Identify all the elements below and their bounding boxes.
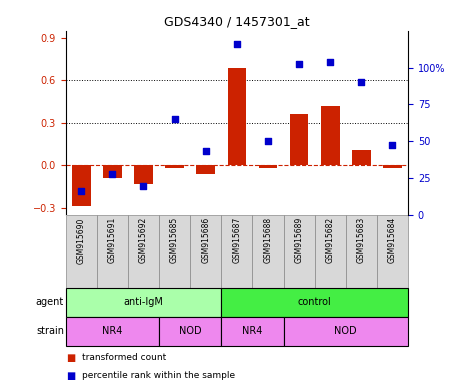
Text: GSM915682: GSM915682	[325, 217, 335, 263]
Point	[326, 59, 334, 65]
Bar	[159, 215, 190, 288]
Text: transformed count: transformed count	[82, 353, 166, 362]
Text: GSM915685: GSM915685	[170, 217, 179, 263]
Text: agent: agent	[36, 297, 64, 308]
Text: percentile rank within the sample: percentile rank within the sample	[82, 371, 235, 379]
Bar	[221, 215, 252, 288]
Point	[202, 147, 210, 154]
Bar	[134, 166, 153, 184]
Title: GDS4340 / 1457301_at: GDS4340 / 1457301_at	[164, 15, 310, 28]
Bar	[290, 114, 309, 166]
Point	[357, 79, 365, 85]
Bar	[252, 215, 284, 288]
Text: GSM915688: GSM915688	[264, 217, 272, 263]
Point	[109, 171, 116, 177]
Point	[140, 182, 147, 189]
Bar	[103, 166, 121, 178]
Bar	[66, 288, 221, 317]
Bar	[321, 106, 340, 166]
Bar	[165, 166, 184, 168]
Bar	[66, 317, 159, 346]
Point	[233, 41, 241, 47]
Bar	[221, 288, 408, 317]
Text: GSM915687: GSM915687	[232, 217, 242, 263]
Text: GSM915692: GSM915692	[139, 217, 148, 263]
Text: GSM915691: GSM915691	[108, 217, 117, 263]
Bar	[284, 215, 315, 288]
Point	[171, 116, 178, 122]
Bar	[190, 215, 221, 288]
Text: NOD: NOD	[179, 326, 202, 336]
Bar	[315, 215, 346, 288]
Text: control: control	[298, 297, 332, 308]
Text: NOD: NOD	[334, 326, 357, 336]
Bar	[383, 166, 402, 168]
Text: GSM915684: GSM915684	[388, 217, 397, 263]
Bar	[352, 150, 371, 166]
Bar	[97, 215, 128, 288]
Text: GSM915689: GSM915689	[295, 217, 303, 263]
Text: GSM915690: GSM915690	[77, 217, 86, 263]
Text: ■: ■	[66, 353, 75, 363]
Bar	[197, 166, 215, 174]
Text: NR4: NR4	[242, 326, 263, 336]
Bar	[128, 215, 159, 288]
Point	[77, 188, 85, 194]
Point	[389, 142, 396, 148]
Bar	[221, 317, 284, 346]
Text: GSM915686: GSM915686	[201, 217, 210, 263]
Text: anti-IgM: anti-IgM	[123, 297, 163, 308]
Text: ■: ■	[66, 371, 75, 381]
Bar	[159, 317, 221, 346]
Bar	[66, 215, 97, 288]
Point	[264, 138, 272, 144]
Bar	[346, 215, 377, 288]
Bar	[258, 166, 277, 168]
Text: strain: strain	[36, 326, 64, 336]
Bar	[227, 68, 246, 166]
Bar	[72, 166, 91, 206]
Bar	[377, 215, 408, 288]
Bar	[284, 317, 408, 346]
Text: GSM915683: GSM915683	[357, 217, 366, 263]
Point	[295, 61, 303, 67]
Text: NR4: NR4	[102, 326, 122, 336]
